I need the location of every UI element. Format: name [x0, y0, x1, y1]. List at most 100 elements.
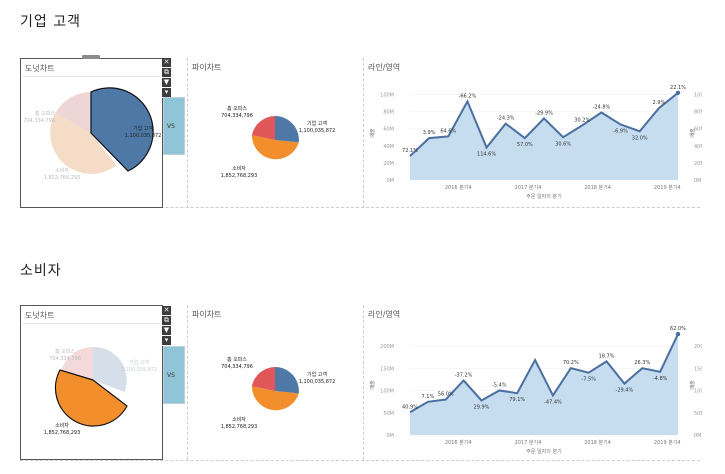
open-icon[interactable]: ⧉ [162, 316, 171, 325]
close-icon[interactable]: ✕ [162, 306, 171, 315]
line-panel-title: 라인/영역 [368, 63, 401, 72]
pie-label-corporate: 기업 고객 [307, 371, 327, 378]
data-label: 57.0% [517, 142, 533, 148]
data-label: -29.4% [616, 388, 634, 394]
donut-panel[interactable]: 도넛차트 홈 오피스 704,334,796 기업 고객 1,100,035,8… [20, 58, 163, 208]
pie-value-consumer: 1,852,768,293 [221, 173, 258, 179]
pie-slice-home-office[interactable] [251, 367, 275, 391]
x-tick-label: 2016 분기4 [445, 439, 472, 446]
pie-chart: 홈 오피스 704,334,796 기업 고객 1,100,035,872 소비… [221, 356, 336, 430]
pie-value-consumer: 1,852,768,293 [221, 424, 258, 430]
y-tick-label-right: 50M [694, 411, 702, 417]
vs-bar[interactable]: VS [163, 97, 185, 155]
panel-separator [23, 323, 160, 324]
vs-label: VS [167, 122, 175, 130]
y-tick-label-right: 60M [694, 127, 702, 133]
y-tick-label-right: 100M [694, 93, 702, 99]
y-tick-label-left: 20M [383, 161, 394, 167]
donut-panel[interactable]: 도넛차트 홈 오피스 704,334,796 기업 고객 1,100,035,8… [20, 305, 163, 460]
line-panel[interactable]: 라인/영역 0M 0M 50M 50M 100M 100M 150M 150M 200M 200M… [364, 305, 702, 460]
pie-label-home-office: 홈 오피스 [227, 105, 247, 112]
section-title-corporate: 기업 고객 [20, 14, 81, 30]
donut-chart: 홈 오피스 704,334,796 기업 고객 1,100,035,872 소비… [44, 346, 157, 436]
dashed-divider-v2 [363, 58, 364, 208]
dashed-divider-v1 [187, 58, 188, 208]
y-tick-label-left: 80M [383, 110, 394, 116]
pie-slice-corporate[interactable] [275, 367, 299, 394]
data-label: -4.8% [653, 376, 668, 382]
y-tick-label-right: 0M [694, 178, 702, 184]
donut-slice-consumer[interactable] [50, 113, 117, 174]
donut-slice-corporate-highlight[interactable] [90, 87, 154, 172]
donut-slice-home-office[interactable] [61, 347, 93, 380]
y-tick-label-left: 0M [387, 178, 395, 184]
y-tick-label-left: 40M [383, 144, 394, 150]
open-icon[interactable]: ⧉ [162, 68, 171, 77]
pie-value-home-office: 704,334,796 [221, 113, 253, 119]
data-label: 2.9% [653, 100, 666, 106]
y-tick-label-right: 20M [694, 161, 702, 167]
pie-slice-consumer[interactable] [251, 386, 299, 411]
data-label: 30.6% [555, 141, 571, 147]
data-label: -37.2% [455, 372, 473, 378]
dashed-divider-v3 [187, 305, 188, 460]
donut-value-consumer: 1,852,768,293 [44, 175, 81, 181]
pie-slice-corporate[interactable] [275, 116, 299, 143]
data-label: 30.2% [574, 117, 590, 123]
data-label: 26.3% [634, 360, 650, 366]
donut-label-consumer: 소비자 [55, 422, 69, 429]
x-tick-label: 2019 분기4 [654, 184, 681, 191]
y-tick-label-right: 40M [694, 144, 702, 150]
data-label: 114.6% [477, 152, 496, 158]
data-label: -29.9% [535, 110, 553, 116]
x-axis-title: 주문 일자의 분기 [526, 193, 561, 200]
data-label: -24.8% [593, 104, 611, 110]
pie-panel[interactable]: 파이차트 홈 오피스 704,334,796 기업 고객 1,100,035,8… [188, 58, 363, 208]
vs-bar[interactable]: VS [163, 346, 185, 404]
pie-panel-title: 파이차트 [192, 63, 222, 72]
panel-separator [23, 76, 160, 77]
pie-panel[interactable]: 파이차트 홈 오피스 704,334,796 기업 고객 1,100,035,8… [188, 305, 363, 460]
pie-label-consumer: 소비자 [232, 165, 246, 172]
filter-icon[interactable]: ▼ [162, 326, 171, 335]
data-label: 72.1% [402, 148, 418, 154]
data-label: 79.1% [509, 397, 525, 403]
donut-label-corporate: 기업 고객 [129, 359, 149, 366]
dashed-divider-bottom [20, 460, 700, 461]
pie-slice-consumer[interactable] [251, 135, 299, 160]
y-tick-label-right: 200M [694, 344, 702, 350]
donut-panel-title: 도넛차트 [25, 311, 55, 320]
x-tick-label: 2017 분기4 [515, 439, 542, 446]
data-label: -7.5% [581, 377, 596, 383]
data-label: -66.2% [459, 93, 477, 99]
y-axis-title-right: 매출 [689, 380, 696, 390]
donut-slice-corporate[interactable] [93, 346, 127, 392]
donut-label-home-office: 홈 오피스 [35, 110, 55, 117]
close-icon[interactable]: ✕ [162, 58, 171, 67]
donut-slice-consumer-highlight[interactable] [54, 369, 128, 427]
y-axis-title-right: 매출 [689, 128, 696, 138]
x-tick-label: 2018 분기4 [584, 439, 611, 446]
x-tick-label: 2016 분기4 [445, 184, 472, 191]
line-panel[interactable]: 라인/영역 0M 0M 20M 20M 40M 40M 60M 60M 80M 80M 100M 10… [364, 58, 702, 208]
pie-slice-home-office[interactable] [251, 116, 275, 140]
dashed-divider-v4 [363, 305, 364, 460]
data-label: 3.9% [423, 130, 436, 136]
line-chart: 0M 0M 20M 20M 40M 40M 60M 60M 80M 80M 100M 100M 72.1… [369, 85, 702, 200]
y-tick-label-left: 150M [380, 366, 394, 372]
panel-drag-handle[interactable] [82, 55, 100, 59]
y-axis-title-left: 매출 [369, 128, 376, 138]
data-label: 64.6% [440, 128, 456, 134]
data-label: 22.1% [670, 85, 686, 91]
donut-value-corporate: 1,100,035,872 [125, 133, 162, 139]
filter-icon[interactable]: ▼ [162, 78, 171, 87]
donut-value-consumer: 1,852,768,293 [44, 430, 81, 436]
pie-value-corporate: 1,100,035,872 [299, 128, 336, 134]
more-options-icon[interactable]: ▾ [162, 336, 171, 345]
donut-slice-home-office[interactable] [55, 92, 91, 133]
y-tick-label-right: 100M [694, 389, 702, 395]
area-fill [410, 92, 678, 180]
y-tick-label-left: 50M [383, 411, 394, 417]
more-options-icon[interactable]: ▾ [162, 88, 171, 97]
y-tick-label-left: 0M [387, 433, 395, 439]
